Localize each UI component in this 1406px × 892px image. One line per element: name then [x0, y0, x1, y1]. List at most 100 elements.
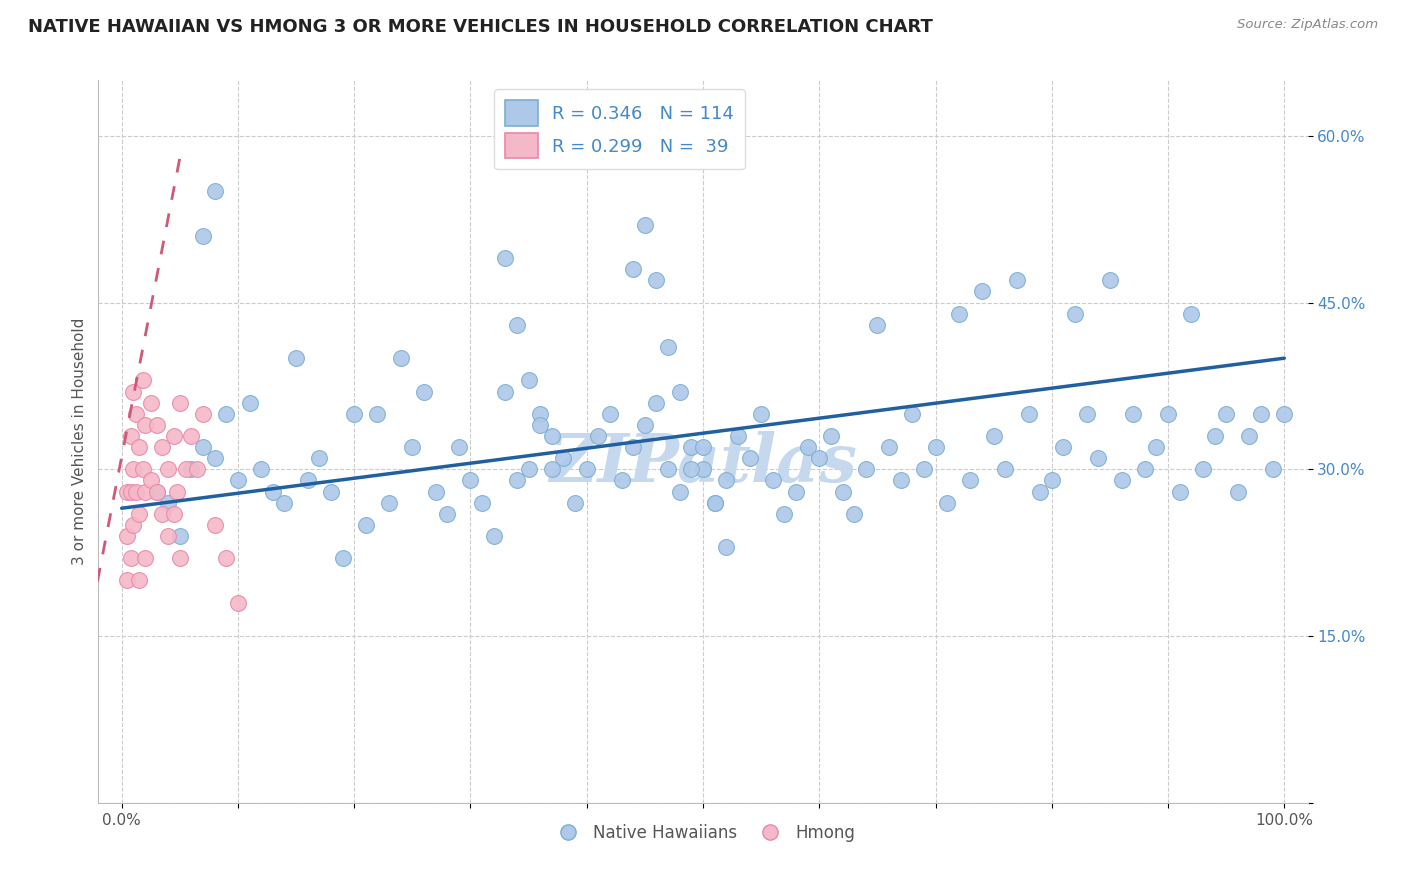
Point — [134, 484, 156, 499]
Point — [831, 484, 853, 499]
Point — [131, 373, 153, 387]
Point — [564, 496, 586, 510]
Text: ZIPatlas: ZIPatlas — [550, 431, 856, 496]
Point — [169, 551, 191, 566]
Point — [124, 407, 146, 421]
Point — [621, 440, 644, 454]
Point — [436, 507, 458, 521]
Point — [354, 517, 377, 532]
Point — [460, 474, 482, 488]
Text: Source: ZipAtlas.com: Source: ZipAtlas.com — [1237, 18, 1378, 31]
Point — [517, 462, 540, 476]
Point — [366, 407, 388, 421]
Point — [1250, 407, 1272, 421]
Point — [128, 574, 150, 588]
Point — [180, 462, 202, 476]
Point — [494, 251, 516, 265]
Point — [215, 551, 238, 566]
Point — [471, 496, 494, 510]
Point — [588, 429, 610, 443]
Point — [1261, 462, 1284, 476]
Point — [117, 529, 139, 543]
Point — [575, 462, 598, 476]
Point — [297, 474, 319, 488]
Point — [262, 484, 284, 499]
Point — [749, 407, 772, 421]
Point — [703, 496, 725, 510]
Point — [180, 429, 202, 443]
Point — [150, 440, 173, 454]
Point — [668, 484, 690, 499]
Point — [157, 496, 180, 510]
Point — [983, 429, 1005, 443]
Point — [145, 484, 167, 499]
Point — [762, 474, 785, 488]
Point — [145, 484, 167, 499]
Point — [163, 429, 186, 443]
Point — [1076, 407, 1098, 421]
Point — [924, 440, 946, 454]
Point — [401, 440, 423, 454]
Point — [308, 451, 330, 466]
Point — [681, 440, 703, 454]
Point — [447, 440, 470, 454]
Text: NATIVE HAWAIIAN VS HMONG 3 OR MORE VEHICLES IN HOUSEHOLD CORRELATION CHART: NATIVE HAWAIIAN VS HMONG 3 OR MORE VEHIC… — [28, 18, 934, 36]
Point — [621, 262, 644, 277]
Point — [128, 507, 150, 521]
Point — [948, 307, 970, 321]
Legend: Native Hawaiians, Hmong: Native Hawaiians, Hmong — [544, 817, 862, 848]
Point — [169, 395, 191, 409]
Point — [128, 440, 150, 454]
Point — [157, 529, 180, 543]
Point — [866, 318, 889, 332]
Point — [215, 407, 238, 421]
Point — [1122, 407, 1144, 421]
Point — [692, 462, 714, 476]
Point — [134, 551, 156, 566]
Point — [174, 462, 197, 476]
Point — [1087, 451, 1109, 466]
Point — [599, 407, 621, 421]
Point — [553, 451, 575, 466]
Point — [139, 474, 162, 488]
Point — [716, 474, 738, 488]
Point — [191, 440, 214, 454]
Point — [494, 384, 516, 399]
Point — [506, 318, 529, 332]
Point — [122, 517, 145, 532]
Point — [1168, 484, 1191, 499]
Point — [890, 474, 912, 488]
Point — [994, 462, 1017, 476]
Point — [877, 440, 900, 454]
Point — [332, 551, 354, 566]
Point — [820, 429, 842, 443]
Point — [239, 395, 262, 409]
Point — [1064, 307, 1087, 321]
Point — [389, 351, 412, 366]
Point — [773, 507, 796, 521]
Point — [692, 440, 714, 454]
Point — [529, 417, 551, 432]
Point — [1111, 474, 1133, 488]
Point — [117, 484, 139, 499]
Point — [540, 462, 562, 476]
Point — [901, 407, 924, 421]
Point — [482, 529, 505, 543]
Point — [139, 395, 162, 409]
Point — [120, 484, 142, 499]
Point — [343, 407, 366, 421]
Point — [796, 440, 818, 454]
Point — [191, 228, 214, 243]
Point — [120, 551, 142, 566]
Point — [204, 451, 226, 466]
Point — [186, 462, 208, 476]
Point — [120, 429, 142, 443]
Point — [517, 373, 540, 387]
Point — [226, 596, 249, 610]
Point — [226, 474, 249, 488]
Point — [413, 384, 436, 399]
Point — [1157, 407, 1180, 421]
Point — [250, 462, 273, 476]
Point — [506, 474, 529, 488]
Point — [157, 462, 180, 476]
